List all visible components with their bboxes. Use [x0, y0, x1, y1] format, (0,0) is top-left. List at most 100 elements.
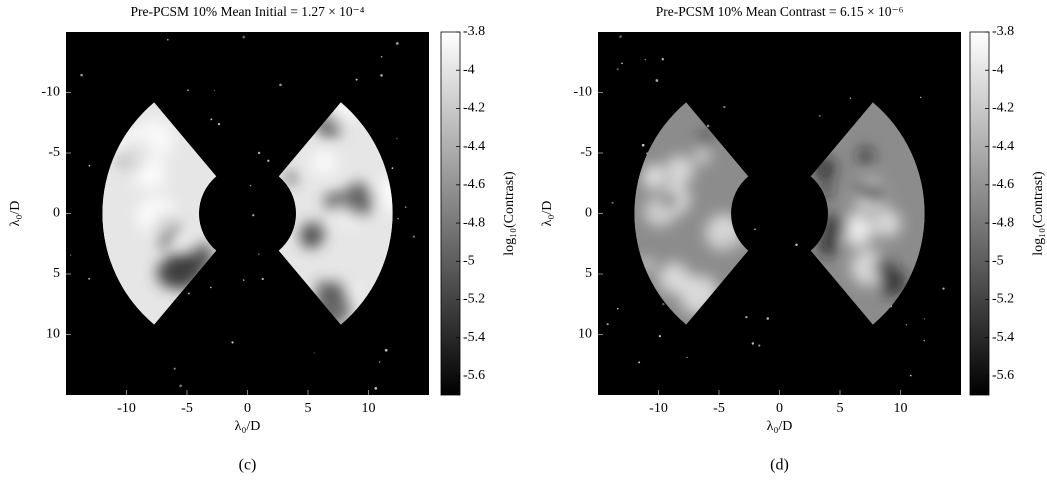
x-tick-label: 0: [776, 401, 783, 416]
y-tick-label: 0: [585, 206, 592, 221]
y-tick-label: 5: [53, 266, 60, 281]
chart-title: Pre-PCSM 10% Mean Initial = 1.27 × 10⁻⁴: [130, 4, 364, 19]
speckle: [849, 97, 852, 99]
texture-blob: [664, 194, 678, 207]
speckle: [187, 292, 190, 295]
speckle: [905, 323, 908, 326]
speckle: [686, 356, 688, 359]
speckle: [616, 68, 619, 71]
speckle: [644, 58, 646, 61]
speckle: [355, 78, 358, 81]
colorbar-tick-label: -4.6: [463, 177, 485, 192]
speckle: [313, 352, 315, 354]
texture-blob: [873, 257, 893, 277]
y-tick-label: -10: [573, 85, 592, 100]
colorbar-tick-label: -5: [463, 253, 475, 268]
colorbar-tick-label: -5.4: [463, 330, 485, 345]
speckle: [252, 214, 255, 217]
speckle: [662, 302, 665, 306]
speckle: [217, 122, 221, 126]
speckle: [641, 143, 645, 147]
speckle: [257, 151, 261, 155]
texture-blob: [694, 148, 711, 164]
speckle: [795, 243, 798, 247]
speckle: [942, 287, 945, 290]
colorbar-tick-label: -5.2: [463, 292, 485, 307]
colorbar-tick-label: -4: [992, 62, 1004, 77]
texture-blob: [857, 148, 874, 164]
speckle: [621, 62, 623, 65]
y-tick-label: -10: [41, 85, 60, 100]
colorbar-tick-label: -5: [992, 253, 1004, 268]
speckle: [380, 55, 383, 58]
wedge-texture: [111, 119, 215, 291]
speckle: [279, 83, 282, 87]
speckle: [88, 164, 91, 167]
texture-blob: [699, 132, 712, 146]
y-tick-label: 10: [578, 327, 592, 342]
colorbar-label: log₁₀(Contrast): [502, 171, 517, 256]
speckle: [267, 159, 270, 162]
x-tick-label: -5: [181, 401, 193, 416]
speckle: [723, 105, 726, 109]
speckle: [818, 114, 821, 117]
speckle: [374, 387, 378, 390]
y-tick-label: 5: [585, 266, 592, 281]
texture-blob: [842, 217, 874, 248]
speckle: [210, 286, 212, 289]
colorbar-tick-label: -4.4: [992, 139, 1014, 154]
x-tick-label: 5: [305, 401, 312, 416]
colorbar-tick-label: -4.8: [992, 215, 1014, 230]
colorbar-tick-label: -3.8: [463, 24, 485, 39]
wedge: [102, 102, 217, 325]
y-tick-label: -5: [580, 145, 592, 160]
caption: (d): [770, 457, 789, 474]
texture-blob: [328, 102, 358, 124]
speckle: [249, 184, 252, 187]
speckle: [919, 96, 922, 99]
x-tick-label: -10: [649, 401, 668, 416]
texture-blob: [665, 155, 694, 185]
speckle: [754, 228, 756, 231]
x-tick-label: -10: [117, 401, 136, 416]
chart-title: Pre-PCSM 10% Mean Contrast = 6.15 × 10⁻⁶: [656, 4, 904, 19]
y-tick-label: 10: [46, 327, 60, 342]
speckle: [257, 253, 260, 255]
speckle: [909, 374, 912, 377]
colorbar-tick-label: -3.8: [992, 24, 1014, 39]
speckle: [242, 279, 245, 281]
speckle: [166, 38, 169, 41]
speckle: [213, 89, 216, 92]
texture-blob: [299, 221, 325, 247]
speckle: [606, 323, 609, 326]
speckle: [611, 201, 614, 204]
speckle: [261, 277, 264, 281]
speckle: [69, 254, 72, 256]
speckle: [210, 118, 213, 121]
speckle: [616, 307, 619, 310]
y-tick-label: 0: [53, 206, 60, 221]
speckle: [404, 206, 407, 208]
colorbar-label: log₁₀(Contrast): [1031, 171, 1046, 256]
texture-blob: [817, 235, 838, 257]
speckle: [751, 342, 755, 345]
colorbar: [440, 31, 461, 396]
speckle: [758, 344, 761, 347]
texture-blob: [178, 236, 194, 252]
speckle: [745, 316, 748, 319]
texture-blob: [822, 214, 848, 240]
speckle: [619, 35, 622, 38]
speckle: [658, 334, 661, 338]
speckle: [923, 339, 926, 342]
colorbar-tick-label: -5.6: [992, 368, 1014, 383]
x-axis-label: λ₀/D: [235, 419, 261, 434]
texture-blob: [324, 191, 343, 211]
caption: (c): [239, 457, 257, 474]
x-tick-label: 0: [244, 401, 251, 416]
x-tick-label: 10: [362, 401, 376, 416]
texture-blob: [123, 149, 158, 184]
speckle: [187, 89, 189, 92]
y-axis-label: λ₀/D: [540, 201, 555, 227]
speckle: [397, 218, 399, 220]
y-tick-label: -5: [48, 145, 60, 160]
